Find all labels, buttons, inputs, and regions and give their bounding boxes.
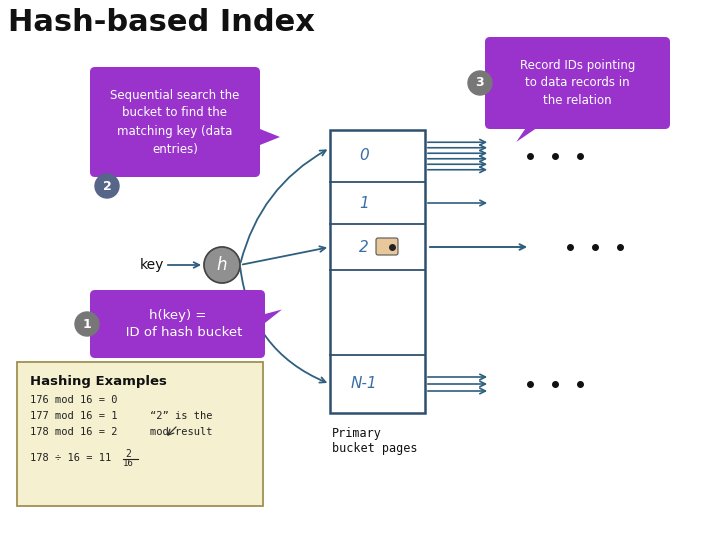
FancyBboxPatch shape — [90, 67, 260, 177]
FancyBboxPatch shape — [330, 130, 425, 413]
Text: 16: 16 — [123, 459, 134, 468]
Text: Record IDs pointing
to data records in
the relation: Record IDs pointing to data records in t… — [520, 58, 635, 107]
Text: 178 ÷ 16 = 11: 178 ÷ 16 = 11 — [30, 453, 112, 463]
Text: mod result: mod result — [150, 427, 212, 437]
Text: 0: 0 — [359, 148, 369, 164]
Text: Sequential search the
bucket to find the
matching key (data
entries): Sequential search the bucket to find the… — [110, 89, 240, 156]
Circle shape — [468, 71, 492, 95]
Text: h(key) =
   ID of hash bucket: h(key) = ID of hash bucket — [113, 308, 242, 340]
Text: 2: 2 — [359, 240, 369, 254]
Text: key: key — [140, 258, 164, 272]
Polygon shape — [516, 124, 542, 142]
Text: Primary
bucket pages: Primary bucket pages — [332, 427, 418, 455]
FancyBboxPatch shape — [17, 362, 263, 506]
Polygon shape — [255, 127, 280, 147]
Text: “2” is the: “2” is the — [150, 411, 212, 421]
Text: 1: 1 — [83, 318, 91, 330]
Circle shape — [204, 247, 240, 283]
Text: 2: 2 — [103, 179, 112, 192]
FancyBboxPatch shape — [376, 238, 398, 255]
FancyBboxPatch shape — [90, 290, 265, 358]
Text: 3: 3 — [476, 77, 485, 90]
Text: 2: 2 — [125, 449, 131, 459]
Text: 1: 1 — [359, 195, 369, 211]
Circle shape — [95, 174, 119, 198]
Polygon shape — [260, 309, 282, 327]
Circle shape — [75, 312, 99, 336]
Text: 178 mod 16 = 2: 178 mod 16 = 2 — [30, 427, 117, 437]
FancyBboxPatch shape — [485, 37, 670, 129]
Text: h: h — [217, 256, 228, 274]
Text: 177 mod 16 = 1: 177 mod 16 = 1 — [30, 411, 117, 421]
Text: 176 mod 16 = 0: 176 mod 16 = 0 — [30, 395, 117, 405]
Text: Hashing Examples: Hashing Examples — [30, 375, 167, 388]
Text: Hash-based Index: Hash-based Index — [8, 8, 315, 37]
Text: N-1: N-1 — [351, 376, 377, 392]
